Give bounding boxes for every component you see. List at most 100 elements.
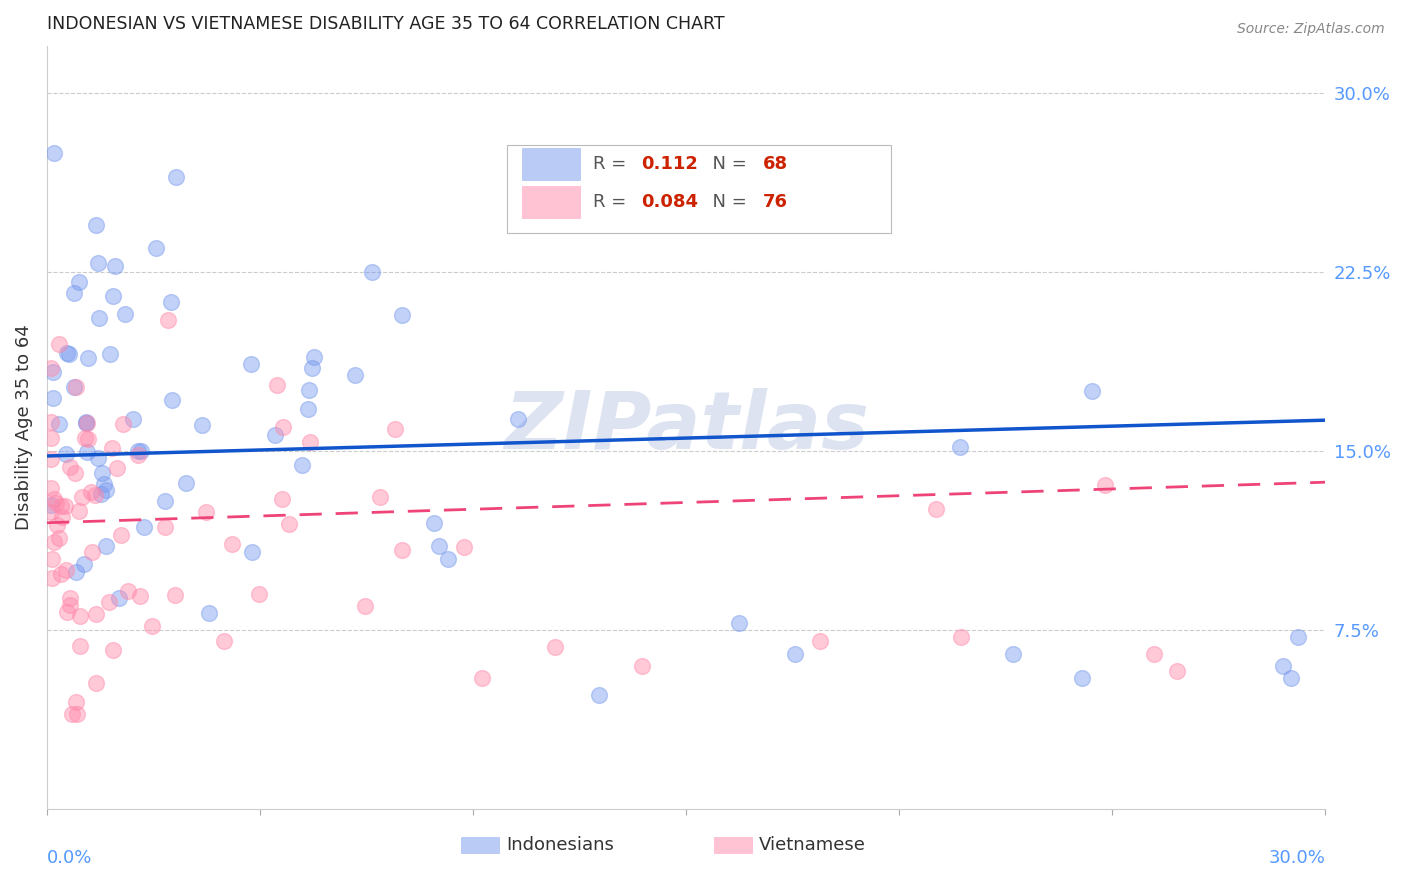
Point: [45, 518, 67, 533]
Point: [75, 416, 97, 430]
Point: [808, 634, 831, 648]
FancyBboxPatch shape: [523, 148, 581, 180]
Point: [39, 416, 62, 430]
Point: [153, 494, 176, 508]
Point: [41, 365, 63, 379]
Point: [56, 346, 79, 360]
Point: [925, 502, 948, 516]
Point: [273, 420, 295, 434]
Point: [94, 540, 117, 554]
Point: [384, 422, 406, 436]
Point: [361, 265, 384, 279]
Point: [101, 643, 124, 657]
Text: Indonesians: Indonesians: [506, 836, 614, 854]
Point: [1071, 671, 1094, 685]
Text: N =: N =: [702, 194, 754, 211]
Point: [145, 242, 167, 256]
Point: [391, 309, 413, 323]
Point: [98, 594, 121, 608]
Text: 30.0%: 30.0%: [1268, 849, 1326, 867]
Point: [453, 540, 475, 554]
Point: [270, 492, 292, 507]
Text: Vietnamese: Vietnamese: [759, 836, 866, 854]
Point: [247, 587, 270, 601]
Point: [191, 418, 214, 433]
Point: [174, 476, 197, 491]
Point: [727, 615, 749, 630]
Point: [63, 467, 86, 481]
Point: [39, 360, 62, 375]
Point: [44, 491, 66, 506]
Point: [631, 659, 654, 673]
Point: [588, 688, 610, 702]
Point: [391, 543, 413, 558]
Point: [69, 609, 91, 624]
Point: [42, 146, 65, 161]
Point: [785, 647, 807, 661]
Point: [77, 432, 100, 446]
Point: [110, 527, 132, 541]
Point: [264, 428, 287, 442]
Point: [1143, 647, 1166, 661]
Point: [98, 346, 121, 360]
Point: [91, 466, 114, 480]
Point: [127, 443, 149, 458]
Point: [80, 485, 103, 500]
FancyBboxPatch shape: [508, 145, 890, 233]
Point: [55, 447, 77, 461]
Point: [75, 415, 97, 429]
Point: [949, 440, 972, 454]
Point: [1279, 671, 1302, 685]
Point: [291, 458, 314, 473]
Point: [1081, 384, 1104, 398]
Point: [437, 552, 460, 566]
Point: [67, 504, 90, 518]
Point: [198, 606, 221, 620]
Point: [39, 452, 62, 467]
Point: [129, 444, 152, 458]
Point: [129, 589, 152, 603]
Point: [76, 417, 98, 431]
Point: [44, 535, 66, 549]
Point: [48, 417, 70, 432]
Point: [101, 442, 124, 456]
Point: [58, 347, 80, 361]
Point: [1001, 647, 1024, 661]
Y-axis label: Disability Age 35 to 64: Disability Age 35 to 64: [15, 325, 32, 530]
Point: [121, 412, 143, 426]
Point: [39, 482, 62, 496]
Point: [343, 368, 366, 382]
Text: R =: R =: [593, 155, 631, 173]
Point: [298, 434, 321, 449]
Point: [195, 504, 218, 518]
Point: [39, 499, 62, 513]
Point: [141, 619, 163, 633]
Point: [42, 391, 65, 405]
Point: [132, 520, 155, 534]
Text: 0.112: 0.112: [641, 155, 699, 173]
Point: [58, 591, 80, 605]
Point: [89, 310, 111, 325]
Point: [62, 706, 84, 721]
Point: [368, 490, 391, 504]
Text: 0.084: 0.084: [641, 194, 699, 211]
Point: [160, 393, 183, 408]
Point: [51, 510, 73, 524]
Point: [950, 630, 973, 644]
Point: [48, 336, 70, 351]
Point: [165, 588, 187, 602]
Point: [221, 537, 243, 551]
Point: [73, 431, 96, 445]
Point: [73, 558, 96, 572]
Text: Source: ZipAtlas.com: Source: ZipAtlas.com: [1237, 22, 1385, 37]
Point: [53, 499, 76, 513]
Point: [76, 351, 98, 365]
Point: [87, 450, 110, 465]
Point: [508, 412, 530, 426]
Point: [67, 275, 90, 289]
Point: [266, 377, 288, 392]
Point: [93, 477, 115, 491]
Point: [127, 448, 149, 462]
Point: [41, 552, 63, 566]
Point: [1166, 664, 1188, 678]
